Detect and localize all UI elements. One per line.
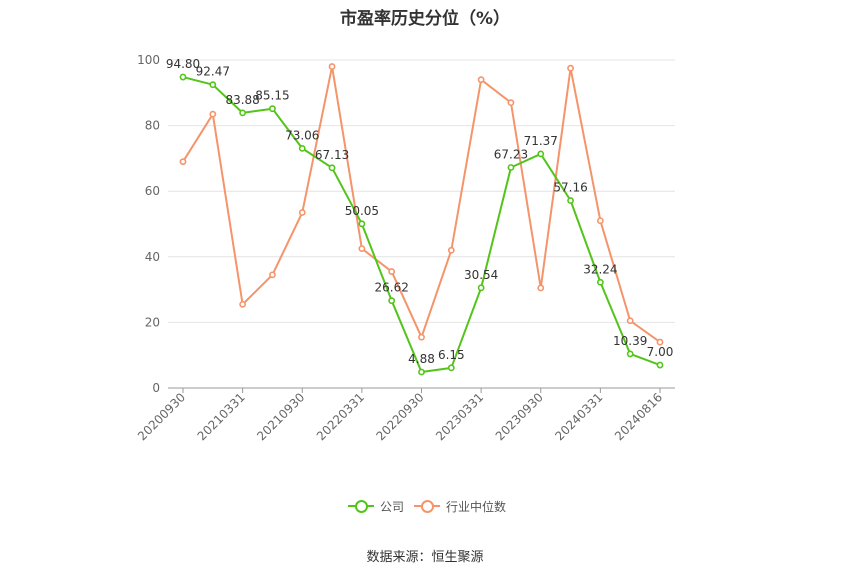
legend: 公司 行业中位数 xyxy=(0,496,850,516)
legend-label-industry-median: 行业中位数 xyxy=(446,499,507,514)
x-tick-label: 20200930 xyxy=(135,390,188,443)
y-tick-label: 60 xyxy=(145,184,160,198)
legend-item-company[interactable]: 公司 xyxy=(348,496,404,516)
data-label: 32.24 xyxy=(583,262,617,276)
x-tick-label: 20210930 xyxy=(254,390,307,443)
data-point xyxy=(239,109,247,117)
data-point xyxy=(447,364,455,372)
y-tick-label: 0 xyxy=(152,381,160,395)
data-point xyxy=(507,99,515,107)
data-point xyxy=(656,361,664,369)
data-point xyxy=(269,105,276,113)
data-point xyxy=(656,338,664,346)
data-point xyxy=(507,164,515,171)
y-tick-label: 100 xyxy=(137,53,160,67)
data-point xyxy=(358,220,366,228)
data-source: 数据来源：恒生聚源 xyxy=(366,550,484,565)
series-line-company xyxy=(182,76,661,373)
data-point xyxy=(626,350,634,358)
data-point xyxy=(596,278,604,286)
data-label: 50.05 xyxy=(345,204,379,218)
data-label: 57.16 xyxy=(553,181,587,195)
data-label: 83.88 xyxy=(225,93,259,107)
data-point xyxy=(537,150,545,158)
data-label: 30.54 xyxy=(464,268,498,282)
data-point xyxy=(388,297,396,305)
data-label: 73.06 xyxy=(285,128,319,142)
data-point xyxy=(388,268,396,275)
series-line-industry-median xyxy=(182,65,661,343)
data-point xyxy=(269,271,276,279)
x-tick-label: 20240816 xyxy=(612,390,665,443)
data-point xyxy=(567,64,574,72)
x-tick-label: 20220331 xyxy=(314,390,367,443)
data-point xyxy=(418,333,425,341)
data-label: 92.47 xyxy=(196,65,230,79)
data-point xyxy=(179,73,187,81)
x-tick-label: 20220930 xyxy=(374,390,427,443)
data-point xyxy=(626,317,634,325)
data-point xyxy=(418,368,425,376)
data-point xyxy=(447,246,455,254)
x-tick-label: 20210331 xyxy=(195,390,248,443)
series-layer xyxy=(179,63,664,376)
data-label: 10.39 xyxy=(613,334,647,348)
data-point xyxy=(298,144,306,152)
data-label: 94.80 xyxy=(166,57,200,71)
data-label: 26.62 xyxy=(375,281,409,295)
legend-marker-icon xyxy=(414,499,440,513)
x-tick-label: 20230331 xyxy=(433,390,486,443)
data-point xyxy=(239,300,247,308)
data-label: 67.13 xyxy=(315,148,349,162)
data-point xyxy=(179,158,187,166)
data-point xyxy=(477,284,485,292)
data-point xyxy=(209,110,217,118)
data-point xyxy=(596,217,604,225)
y-tick-label: 80 xyxy=(145,119,160,133)
data-label: 67.23 xyxy=(494,147,528,161)
data-point xyxy=(358,245,366,252)
y-tick-label: 40 xyxy=(145,250,160,264)
y-tick-label: 20 xyxy=(145,315,160,329)
data-point xyxy=(477,76,485,84)
chart-title: 市盈率历史分位（%） xyxy=(339,9,511,29)
legend-item-industry-median[interactable]: 行业中位数 xyxy=(414,496,506,516)
data-point xyxy=(328,164,336,172)
x-tick-label: 20230930 xyxy=(493,390,546,443)
data-point xyxy=(328,63,336,70)
data-label: 6.15 xyxy=(438,348,465,362)
legend-label-company: 公司 xyxy=(380,499,405,514)
data-label: 4.88 xyxy=(408,352,435,366)
data-point xyxy=(537,284,545,292)
data-point xyxy=(567,197,574,204)
legend-marker-icon xyxy=(348,499,374,513)
data-point xyxy=(209,81,217,89)
data-label: 85.15 xyxy=(255,89,289,103)
data-label: 71.37 xyxy=(524,134,558,148)
grid-lines xyxy=(168,59,675,323)
data-point xyxy=(298,209,306,216)
data-label: 7.00 xyxy=(647,345,674,359)
x-tick-label: 20240331 xyxy=(552,390,605,443)
